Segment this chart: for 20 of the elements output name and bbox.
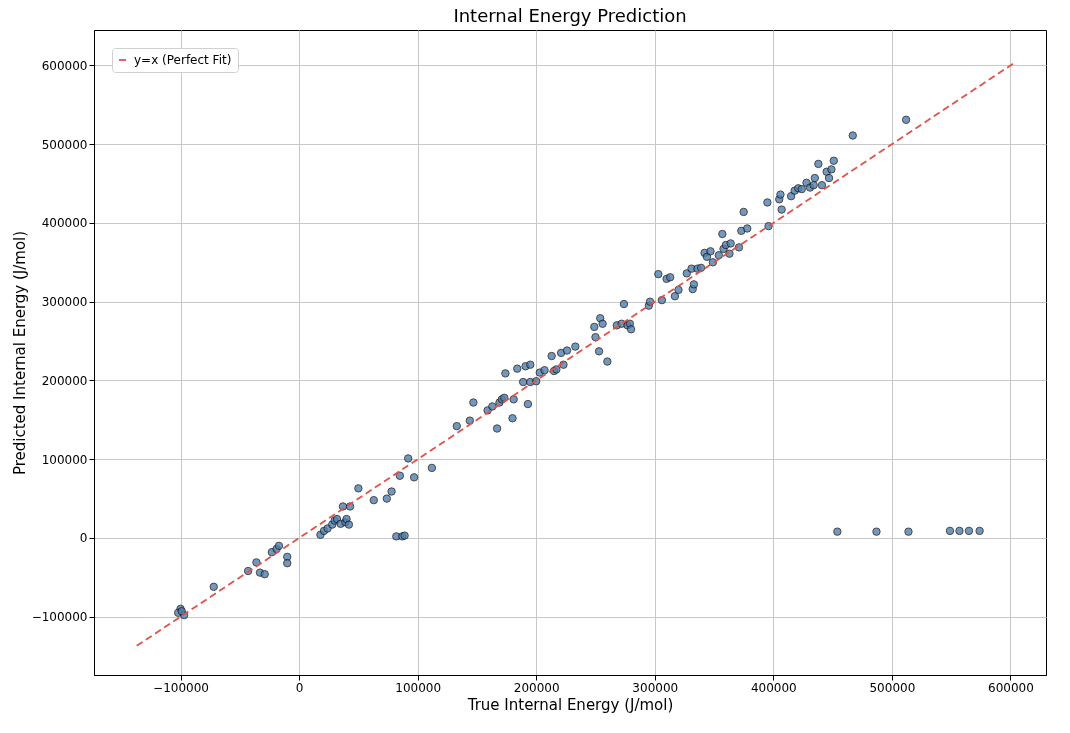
x-tick-label: 400000 xyxy=(750,680,797,695)
y-tick-label: 400000 xyxy=(41,216,88,231)
x-tick-label: 600000 xyxy=(988,680,1034,695)
x-tick-label: 100000 xyxy=(395,680,442,695)
chart-title: Internal Energy Prediction xyxy=(453,5,687,26)
y-tick-label: 600000 xyxy=(41,58,88,73)
y-tick-label: 200000 xyxy=(41,373,88,388)
x-tick-label: 300000 xyxy=(632,680,679,695)
y-axis-title: Predicted Internal Energy (J/mol) xyxy=(10,230,29,476)
x-tick-label: −100000 xyxy=(153,680,209,695)
x-axis-title: True Internal Energy (J/mol) xyxy=(466,695,674,714)
y-tick-label: 500000 xyxy=(41,137,88,152)
legend-label: y=x (Perfect Fit) xyxy=(134,53,232,67)
x-tick-label: 200000 xyxy=(513,680,560,695)
x-tick-label: 0 xyxy=(295,680,304,695)
x-tick-label: 500000 xyxy=(869,680,916,695)
y-tick-label: 300000 xyxy=(41,295,88,310)
y-tick-label: 100000 xyxy=(41,452,88,467)
y-tick-label: −100000 xyxy=(31,610,88,625)
y-tick-label: 0 xyxy=(79,531,88,546)
